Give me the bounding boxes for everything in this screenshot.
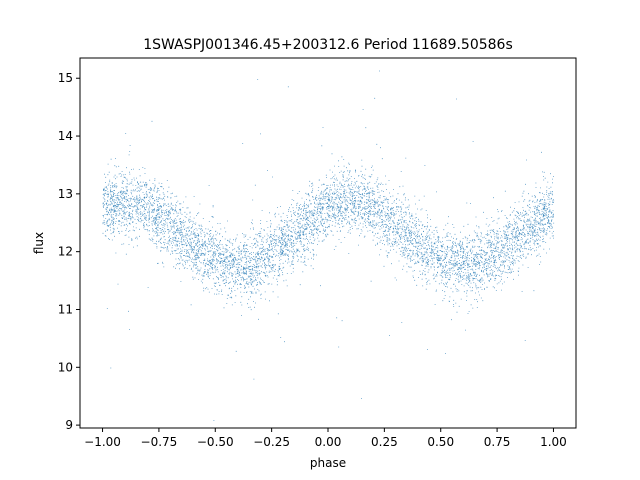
x-tick-label: −1.00: [84, 435, 121, 449]
y-tick-label: 12: [58, 245, 73, 259]
y-tick-label: 11: [58, 302, 73, 316]
x-tick-label: 0.50: [427, 435, 454, 449]
y-tick-label: 10: [58, 360, 73, 374]
x-tick-label: 0.00: [315, 435, 342, 449]
x-tick-label: −0.50: [197, 435, 234, 449]
x-axis: −1.00 −0.75 −0.50 −0.25 0.00 0.25 0.50 0.75 1.00: [84, 428, 567, 449]
x-tick-label: 1.00: [540, 435, 567, 449]
x-tick-label: 0.25: [371, 435, 398, 449]
data-points: [102, 70, 555, 421]
x-tick-label: −0.25: [253, 435, 290, 449]
y-axis: 9 10 11 12 13 14 15: [58, 71, 80, 432]
y-axis-label: flux: [32, 232, 46, 254]
x-tick-label: −0.75: [141, 435, 178, 449]
y-tick-label: 15: [58, 71, 73, 85]
x-tick-label: 0.75: [484, 435, 511, 449]
x-axis-label: phase: [310, 456, 346, 470]
chart-title: 1SWASPJ001346.45+200312.6 Period 11689.5…: [143, 37, 513, 53]
y-tick-label: 14: [58, 129, 73, 143]
scatter-points: [102, 70, 555, 421]
y-tick-label: 9: [65, 418, 73, 432]
y-tick-label: 13: [58, 187, 73, 201]
